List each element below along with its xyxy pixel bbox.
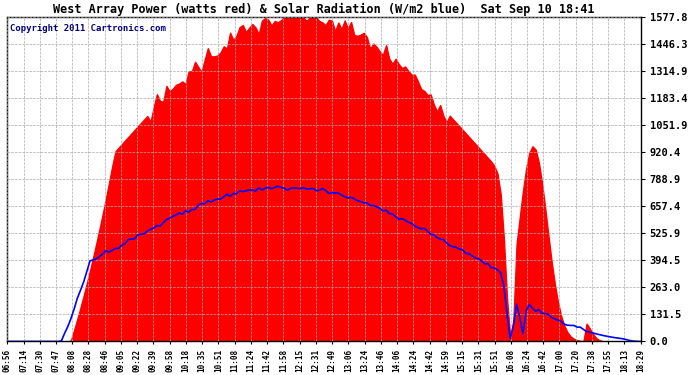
Title: West Array Power (watts red) & Solar Radiation (W/m2 blue)  Sat Sep 10 18:41: West Array Power (watts red) & Solar Rad… bbox=[53, 3, 595, 16]
Text: Copyright 2011 Cartronics.com: Copyright 2011 Cartronics.com bbox=[10, 24, 166, 33]
